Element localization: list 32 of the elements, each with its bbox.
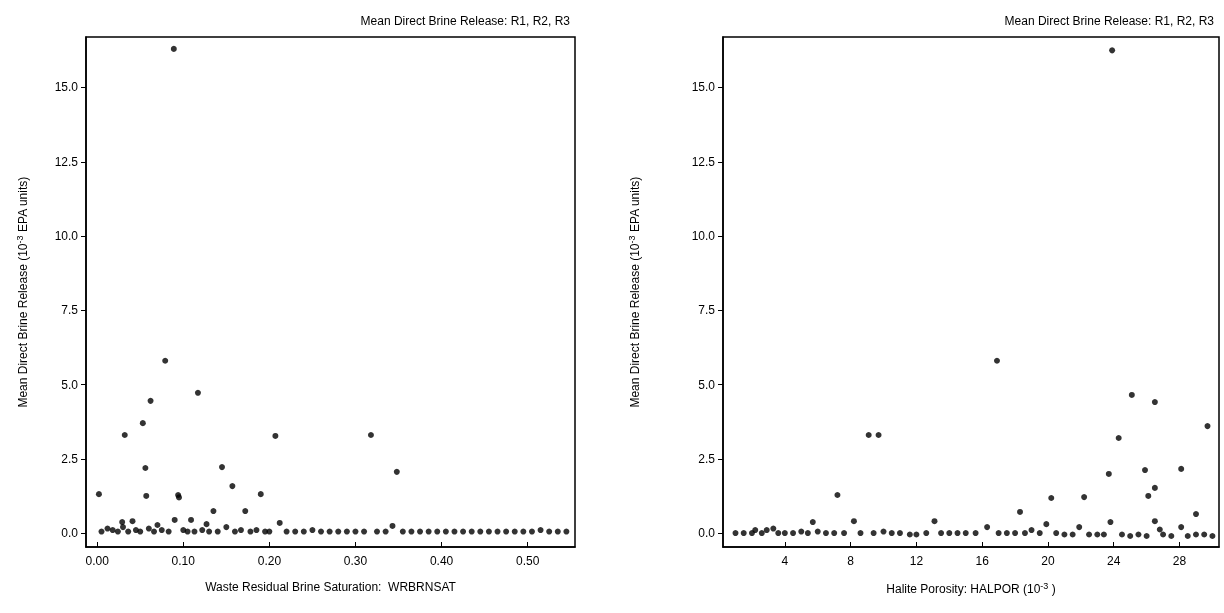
y-tick-label: 7.5	[61, 303, 79, 318]
x-tick-label: 4	[781, 554, 789, 568]
x-tick-label: 16	[975, 554, 990, 568]
x-tick-label: 0.50	[515, 554, 540, 568]
x-tick-label: 0.10	[171, 554, 196, 568]
y-tick-label: 10.0	[691, 229, 716, 244]
x-tick-label: 28	[1172, 554, 1187, 568]
y-tick-label: 12.5	[54, 154, 79, 169]
chart-title: Mean Direct Brine Release: R1, R2, R3	[1004, 14, 1215, 28]
x-tick-label: 8	[847, 554, 855, 568]
y-tick-label: 2.5	[61, 451, 79, 466]
y-tick-label: 15.0	[691, 80, 716, 95]
y-tick-label: 10.0	[54, 229, 79, 244]
y-tick-label: 0.0	[698, 526, 716, 541]
y-tick-label: 5.0	[698, 377, 716, 392]
y-axis-title: Mean Direct Brine Release (10-3 EPA units)	[14, 176, 30, 408]
y-tick-label: 0.0	[61, 526, 79, 541]
y-tick-label: 2.5	[698, 451, 716, 466]
chart-title: Mean Direct Brine Release: R1, R2, R3	[360, 14, 571, 28]
y-tick-label: 7.5	[698, 303, 716, 318]
y-axis-title: Mean Direct Brine Release (10-3 EPA units)	[626, 176, 642, 408]
x-tick-label: 24	[1107, 554, 1121, 568]
x-tick-label: 20	[1041, 554, 1055, 568]
x-tick-label: 0.30	[343, 554, 368, 568]
x-tick-label: 12	[909, 554, 924, 568]
y-tick-label: 15.0	[54, 80, 79, 95]
x-tick-label: 0.40	[429, 554, 454, 568]
y-tick-label: 12.5	[691, 154, 716, 169]
x-tick-label: 0.00	[85, 554, 110, 568]
x-tick-label: 0.20	[257, 554, 282, 568]
y-tick-label: 5.0	[61, 377, 79, 392]
x-axis-title: Waste Residual Brine Saturation: WRBRNSAT	[205, 580, 457, 594]
